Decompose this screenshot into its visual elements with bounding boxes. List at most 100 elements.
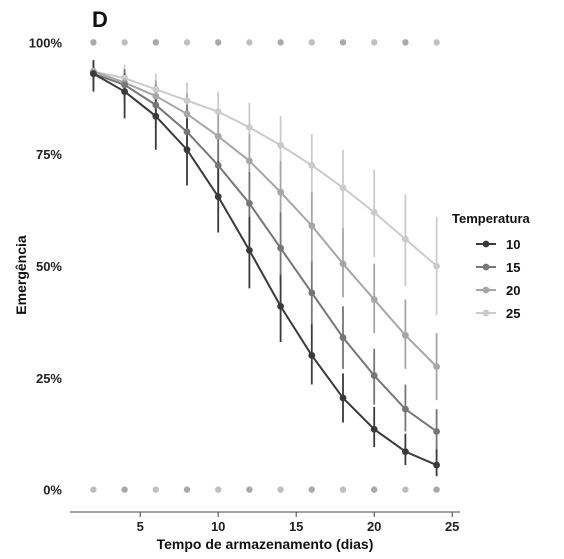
data-point-10-22: [402, 448, 409, 456]
x-tick-label-5: 5: [137, 519, 144, 534]
legend-title: Temperatura: [452, 211, 531, 226]
data-point-20-14: [277, 188, 284, 196]
data-point-25-16: [308, 161, 316, 169]
x-axis-title: Tempo de armazenamento (dias): [157, 536, 374, 552]
data-point-10-16: [308, 352, 316, 359]
y-axis-title: Emergência: [13, 235, 29, 315]
data-point-10-10: [214, 193, 222, 201]
data-point-10-4: [121, 88, 128, 95]
data-point-15-18: [339, 334, 347, 341]
series-points: [90, 68, 440, 469]
raw-point-1-6: [152, 39, 159, 46]
series-line-15: [93, 72, 438, 433]
y-tick-label-1: 25%: [36, 371, 62, 386]
raw-observations: [90, 39, 440, 493]
data-point-25-10: [214, 108, 222, 116]
raw-point-0-24: [433, 486, 440, 493]
data-point-25-14: [277, 141, 284, 149]
data-point-25-12: [246, 123, 253, 131]
data-point-10-20: [370, 425, 378, 433]
data-point-20-6: [152, 92, 160, 100]
data-point-10-8: [183, 146, 191, 154]
legend-item-20: 20: [476, 283, 520, 298]
data-point-20-12: [246, 157, 253, 165]
legend-swatch-point-15: [482, 263, 490, 271]
series-line-25: [93, 70, 438, 267]
legend-label-25: 25: [506, 306, 520, 321]
raw-point-0-16: [308, 486, 315, 493]
data-point-15-22: [402, 405, 409, 413]
raw-point-1-4: [121, 39, 128, 46]
data-point-15-16: [308, 289, 316, 297]
legend-item-10: 10: [476, 237, 520, 252]
data-point-20-22: [402, 331, 409, 339]
legend-label-10: 10: [506, 237, 520, 252]
y-tick-label-4: 100%: [29, 35, 63, 50]
data-point-20-16: [308, 222, 316, 230]
data-point-10-24: [433, 461, 440, 469]
raw-point-0-4: [121, 486, 128, 493]
data-point-10-2: [90, 70, 97, 78]
x-tick-label-25: 25: [445, 519, 459, 534]
data-point-20-18: [339, 260, 347, 268]
series-line-10: [92, 72, 437, 466]
raw-point-0-10: [215, 486, 222, 493]
data-point-15-12: [246, 199, 253, 207]
legend-swatch-point-25: [482, 309, 490, 317]
data-point-15-14: [277, 244, 284, 252]
raw-point-1-2: [90, 39, 97, 46]
legend-swatch-point-20: [482, 286, 490, 294]
data-point-15-20: [370, 372, 378, 379]
raw-point-1-12: [246, 39, 253, 46]
y-tick-label-2: 50%: [36, 259, 62, 274]
legend-label-15: 15: [506, 260, 520, 275]
raw-point-1-20: [371, 39, 378, 46]
data-point-15-8: [183, 128, 191, 136]
raw-point-1-24: [433, 39, 440, 46]
legend: Temperatura 10 15 20 25: [452, 211, 531, 321]
raw-point-1-14: [277, 39, 284, 46]
y-axis-ticks: 0% 25% 50% 75% 100%: [29, 35, 63, 497]
error-bars: [92, 60, 438, 477]
y-tick-label-0: 0%: [43, 483, 62, 498]
panel-label: D: [92, 7, 108, 32]
legend-item-15: 15: [476, 260, 520, 275]
raw-point-0-12: [246, 486, 253, 493]
series-lines: [92, 70, 438, 466]
raw-point-0-14: [277, 486, 284, 493]
y-tick-label-3: 75%: [36, 147, 62, 162]
x-tick-label-20: 20: [367, 519, 381, 534]
legend-label-20: 20: [506, 283, 520, 298]
raw-point-1-22: [402, 39, 409, 46]
legend-swatch-point-10: [482, 240, 490, 248]
data-point-25-18: [339, 184, 347, 192]
data-point-25-20: [370, 208, 378, 216]
raw-point-0-8: [183, 486, 191, 493]
data-point-15-10: [214, 161, 222, 169]
raw-point-1-16: [308, 39, 315, 46]
data-point-10-14: [277, 302, 284, 310]
data-point-15-4: [121, 81, 128, 89]
data-point-25-8: [183, 97, 191, 104]
legend-item-25: 25: [476, 306, 520, 321]
x-tick-label-10: 10: [211, 519, 225, 534]
data-point-15-6: [152, 101, 160, 109]
data-point-25-6: [152, 85, 160, 93]
data-point-15-24: [433, 428, 440, 435]
raw-point-0-6: [152, 486, 159, 493]
raw-point-1-8: [183, 39, 191, 46]
raw-point-0-2: [90, 486, 97, 493]
raw-point-1-10: [215, 39, 222, 46]
data-point-20-20: [370, 296, 378, 303]
data-point-20-8: [183, 110, 191, 118]
data-point-10-6: [152, 112, 160, 120]
raw-point-0-18: [339, 486, 347, 493]
data-point-20-10: [214, 132, 222, 140]
raw-point-1-18: [339, 39, 347, 46]
x-axis-ticks: 5 10 15 20 25: [137, 512, 459, 534]
raw-point-0-20: [371, 486, 378, 493]
x-tick-label-15: 15: [289, 519, 303, 534]
series-line-20: [93, 70, 438, 368]
data-point-10-12: [246, 246, 253, 254]
